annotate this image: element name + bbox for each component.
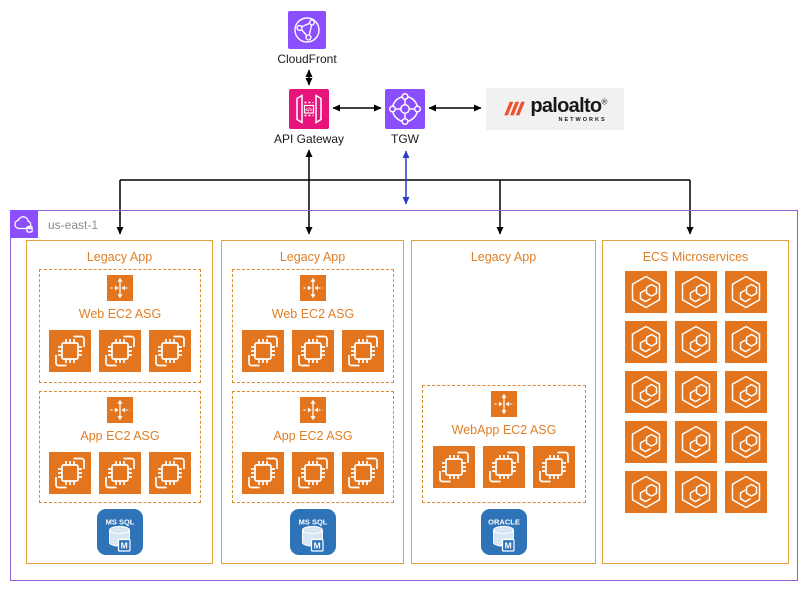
ec2-instance-icon[interactable] xyxy=(242,330,284,372)
group-label: App EC2 ASG xyxy=(273,429,353,443)
group-label: App EC2 ASG xyxy=(80,429,160,443)
ec2-instance-icon[interactable] xyxy=(533,446,575,488)
ec2-instance-icon[interactable] xyxy=(292,330,334,372)
svg-text:MS SQL: MS SQL xyxy=(105,518,134,527)
ec2-instance-icon[interactable] xyxy=(49,452,91,494)
api-gateway-icon[interactable] xyxy=(289,89,329,129)
ecs-container-icon[interactable] xyxy=(675,371,717,413)
ecs-container-icon[interactable] xyxy=(725,421,767,463)
tgw-label: TGW xyxy=(391,132,419,146)
ecs-container-icon[interactable] xyxy=(725,371,767,413)
ecs-container-icon[interactable] xyxy=(625,371,667,413)
autoscaling-icon xyxy=(300,397,326,423)
ecs-microservices-container[interactable]: ECS Microservices xyxy=(602,240,789,564)
ec2-instance-icon[interactable] xyxy=(483,446,525,488)
autoscaling-icon xyxy=(107,275,133,301)
ecs-container-icon[interactable] xyxy=(675,321,717,363)
ecs-container-icon[interactable] xyxy=(725,471,767,513)
autoscaling-icon xyxy=(491,391,517,417)
ec2-instance-icon[interactable] xyxy=(99,330,141,372)
column-title: Legacy App xyxy=(470,250,537,264)
web-ec2-asg-group[interactable]: Web EC2 ASG xyxy=(232,269,394,383)
cloudfront-icon[interactable] xyxy=(288,11,326,49)
ec2-instance-icon[interactable] xyxy=(433,446,475,488)
autoscaling-icon xyxy=(300,275,326,301)
ec2-instance-icon[interactable] xyxy=(342,452,384,494)
ecs-container-icon[interactable] xyxy=(725,271,767,313)
api-gateway-label: API Gateway xyxy=(273,132,345,146)
region-label: us-east-1 xyxy=(48,218,99,232)
group-label: WebApp EC2 ASG xyxy=(451,423,557,437)
mssql-database-icon[interactable]: MS SQL M xyxy=(97,509,143,555)
legacy-app-3-container[interactable]: Legacy App WebApp EC2 ASG ORACLE M xyxy=(411,240,596,564)
svg-text:M: M xyxy=(504,541,511,551)
paloalto-networks-logo[interactable]: paloalto® NETWORKS xyxy=(486,88,624,130)
ecs-container-icon[interactable] xyxy=(625,321,667,363)
region-us-east-1-container[interactable]: us-east-1 xyxy=(10,210,798,581)
cloudfront-label: CloudFront xyxy=(277,52,337,66)
ec2-instance-icon[interactable] xyxy=(292,452,334,494)
ecs-container-icon[interactable] xyxy=(675,471,717,513)
svg-text:MS SQL: MS SQL xyxy=(298,518,327,527)
ec2-instance-icon[interactable] xyxy=(242,452,284,494)
ecs-container-icon[interactable] xyxy=(675,421,717,463)
legacy-app-2-container[interactable]: Legacy App Web EC2 ASG App EC2 ASG MS SQ… xyxy=(221,240,404,564)
group-label: Web EC2 ASG xyxy=(271,307,355,321)
svg-text:ORACLE: ORACLE xyxy=(488,518,520,527)
ec2-instance-icon[interactable] xyxy=(149,330,191,372)
paloalto-networks-text: NETWORKS xyxy=(558,116,607,123)
ecs-task-grid xyxy=(603,271,788,513)
tgw-icon[interactable] xyxy=(385,89,425,129)
ec2-instance-icon[interactable] xyxy=(49,330,91,372)
ecs-container-icon[interactable] xyxy=(725,321,767,363)
column-title: Legacy App xyxy=(279,250,346,264)
svg-text:M: M xyxy=(313,541,320,551)
ecs-container-icon[interactable] xyxy=(675,271,717,313)
autoscaling-icon xyxy=(107,397,133,423)
group-label: Web EC2 ASG xyxy=(78,307,162,321)
column-title: ECS Microservices xyxy=(642,250,749,264)
legacy-app-1-container[interactable]: Legacy App Web EC2 ASG App EC2 ASG MS SQ… xyxy=(26,240,213,564)
app-ec2-asg-group[interactable]: App EC2 ASG xyxy=(232,391,394,503)
ecs-container-icon[interactable] xyxy=(625,421,667,463)
app-ec2-asg-group[interactable]: App EC2 ASG xyxy=(39,391,201,503)
web-ec2-asg-group[interactable]: Web EC2 ASG xyxy=(39,269,201,383)
svg-text:M: M xyxy=(120,541,127,551)
registered-mark: ® xyxy=(601,96,607,106)
webapp-ec2-asg-group[interactable]: WebApp EC2 ASG xyxy=(422,385,586,503)
oracle-database-icon[interactable]: ORACLE M xyxy=(481,509,527,555)
ec2-instance-icon[interactable] xyxy=(342,330,384,372)
ec2-instance-icon[interactable] xyxy=(99,452,141,494)
ecs-container-icon[interactable] xyxy=(625,271,667,313)
mssql-database-icon[interactable]: MS SQL M xyxy=(290,509,336,555)
ecs-container-icon[interactable] xyxy=(625,471,667,513)
paloalto-mark-icon xyxy=(504,101,526,116)
paloalto-brand-text: paloalto® xyxy=(530,94,607,117)
column-title: Legacy App xyxy=(86,250,153,264)
ec2-instance-icon[interactable] xyxy=(149,452,191,494)
region-cloud-icon xyxy=(10,210,38,238)
